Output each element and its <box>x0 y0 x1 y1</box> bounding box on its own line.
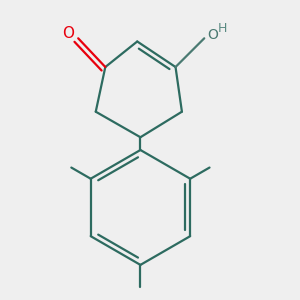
Text: O: O <box>207 28 218 42</box>
Text: H: H <box>218 22 227 35</box>
Text: O: O <box>63 26 75 41</box>
